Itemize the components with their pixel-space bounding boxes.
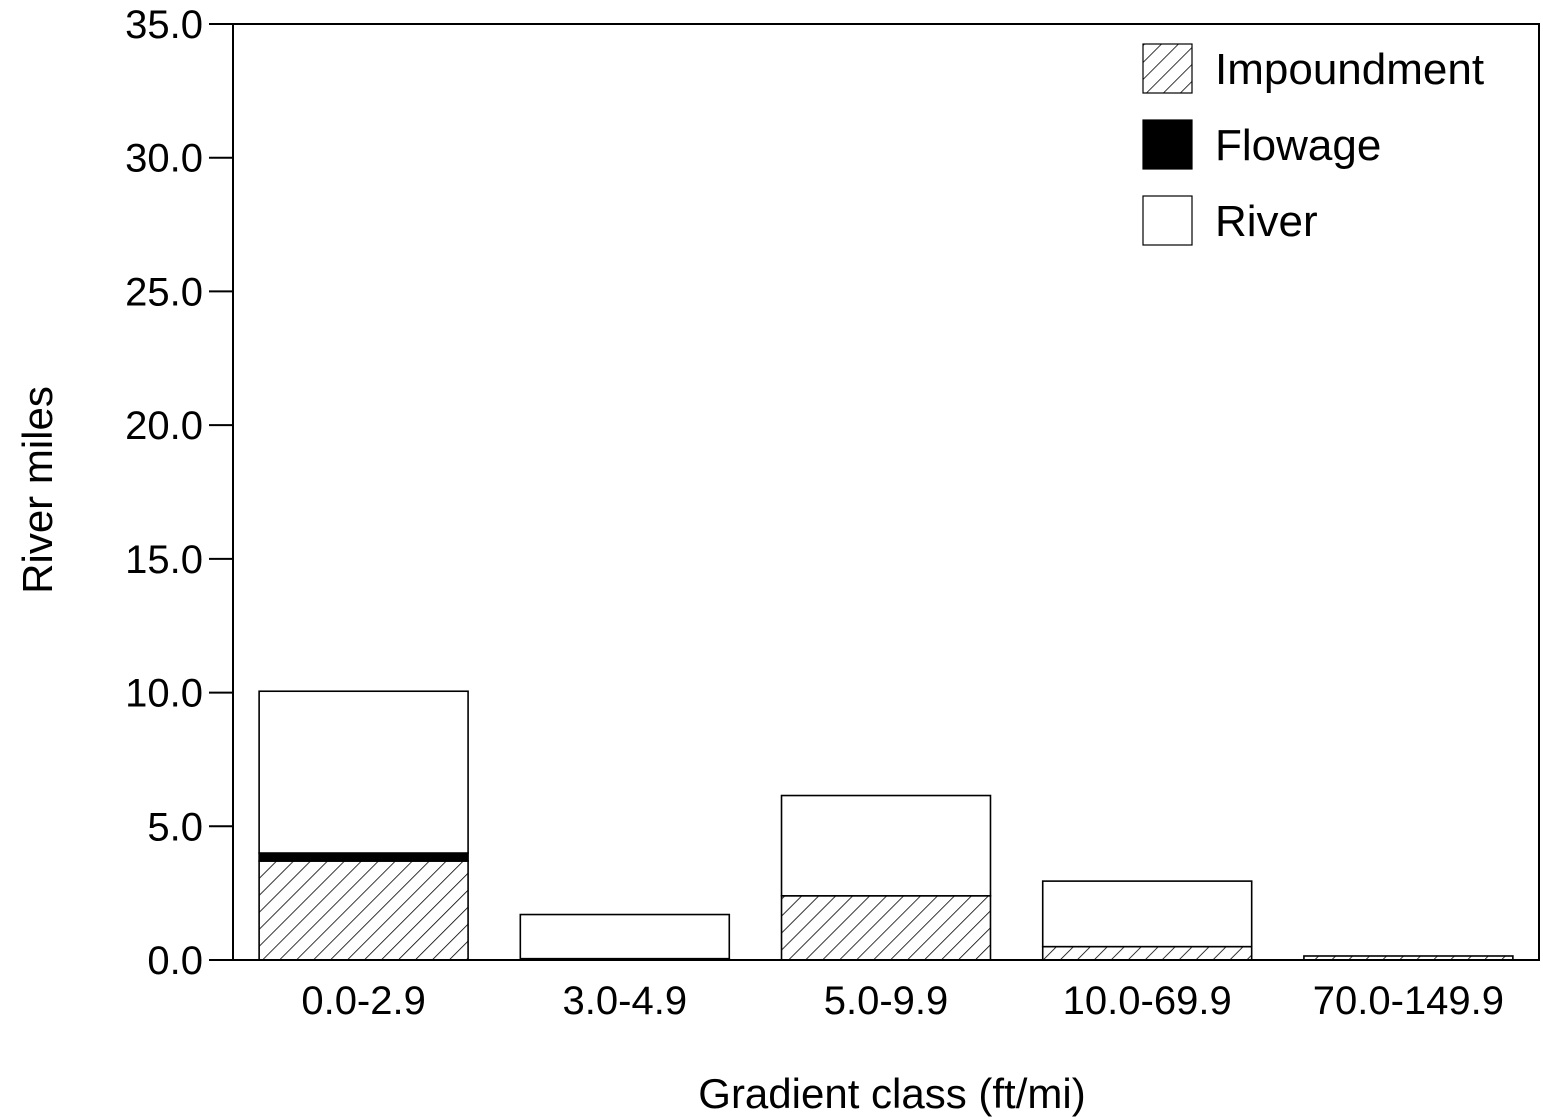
plot-frame: [232, 23, 1540, 961]
legend: Impoundment Flowage River: [1142, 43, 1484, 246]
bar-river-0: [258, 690, 469, 854]
y-tick-label: 30.0: [125, 137, 203, 181]
bar-impoundment-0: [258, 860, 469, 961]
y-tick-label: 5.0: [147, 805, 203, 849]
y-tick-label: 10.0: [125, 672, 203, 716]
y-tick-label: 25.0: [125, 270, 203, 314]
bar-river-2: [780, 794, 992, 897]
bar-impoundment-2: [780, 895, 992, 961]
y-tick-label: 35.0: [125, 3, 203, 47]
legend-label-flowage: Flowage: [1215, 121, 1381, 170]
bar-impoundment-3: [1041, 945, 1253, 961]
x-axis-title: Gradient class (ft/mi): [698, 1070, 1085, 1117]
x-tick-label: 70.0-149.9: [1313, 979, 1504, 1023]
legend-swatch-flowage: [1142, 119, 1193, 170]
y-axis: 0.0 5.0 10.0 15.0 20.0 25.0 30.0 35.0: [125, 3, 233, 983]
x-tick-label: 10.0-69.9: [1063, 979, 1232, 1023]
y-axis-title: River miles: [14, 386, 61, 594]
legend-label-river: River: [1215, 197, 1318, 246]
bars-layer: [258, 690, 1514, 961]
y-tick-label: 0.0: [147, 939, 203, 983]
bar-flowage-0: [258, 852, 469, 862]
legend-label-impoundment: Impoundment: [1215, 45, 1484, 94]
x-tick-label: 0.0-2.9: [301, 979, 426, 1023]
x-axis: 0.0-2.9 3.0-4.9 5.0-9.9 10.0-69.9 70.0-149.9: [301, 979, 1504, 1023]
y-tick-label: 20.0: [125, 404, 203, 448]
x-tick-label: 5.0-9.9: [824, 979, 949, 1023]
y-tick-label: 15.0: [125, 538, 203, 582]
bar-river-1: [519, 913, 731, 960]
legend-swatch-impoundment: [1142, 43, 1193, 94]
x-tick-label: 3.0-4.9: [563, 979, 688, 1023]
bar-river-3: [1041, 880, 1253, 948]
legend-swatch-river: [1142, 195, 1193, 246]
